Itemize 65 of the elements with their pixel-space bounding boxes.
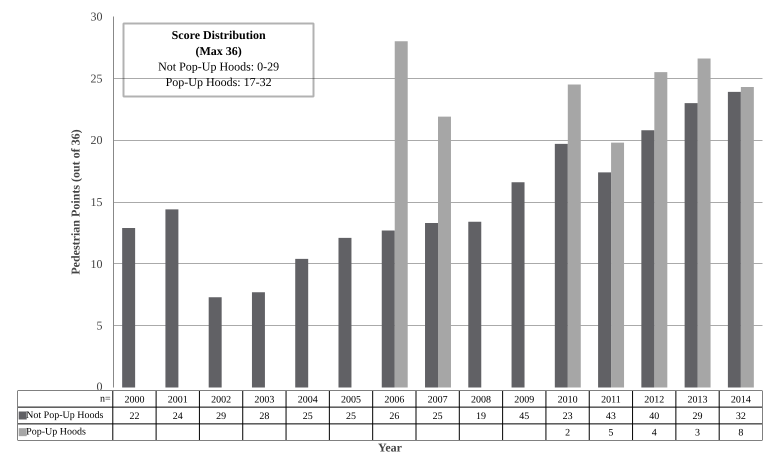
x-tick-label: 2002 xyxy=(211,394,232,406)
y-tick-label: 25 xyxy=(90,71,102,86)
text: 25 xyxy=(432,411,443,422)
annotation: Score Distribution xyxy=(172,28,266,42)
text: 40 xyxy=(649,411,660,422)
legend-label: Not Pop-Up Hoods xyxy=(26,410,104,421)
text: 29 xyxy=(692,411,703,422)
y-tick-label: 20 xyxy=(90,133,102,148)
x-tick-label: 2014 xyxy=(730,394,751,406)
text: 24 xyxy=(172,411,183,422)
x-tick-label: 2013 xyxy=(688,394,708,406)
x-tick-label: 2000 xyxy=(124,394,144,406)
text: 25 xyxy=(346,411,356,422)
x-tick-label: 2009 xyxy=(514,394,534,406)
text: 8 xyxy=(738,428,744,439)
bar xyxy=(554,144,568,388)
x-tick-label: 2005 xyxy=(341,394,362,406)
text: 32 xyxy=(736,411,746,422)
x-tick-label: 2006 xyxy=(384,394,404,406)
bar xyxy=(425,223,438,388)
text: 19 xyxy=(476,411,486,422)
annotation: (Max 36) xyxy=(195,44,242,58)
annotation: Pop-Up Hoods: 17-32 xyxy=(166,75,272,90)
bar xyxy=(122,228,136,388)
x-tick-label: 2007 xyxy=(428,394,448,406)
bar xyxy=(295,258,308,388)
x-tick-label: 2010 xyxy=(558,394,578,406)
text: 26 xyxy=(389,411,400,422)
bar xyxy=(208,297,222,388)
x-tick-label: 2012 xyxy=(644,394,664,406)
text: 23 xyxy=(562,411,573,422)
bar xyxy=(338,238,352,388)
text: 43 xyxy=(606,411,616,422)
x-tick-label: 2001 xyxy=(168,394,188,406)
x-tick-label: 2008 xyxy=(470,394,491,406)
x-axis-title: Year xyxy=(378,440,403,454)
y-tick-label: 5 xyxy=(96,318,102,333)
y-tick-label: 10 xyxy=(90,256,102,271)
bar xyxy=(165,209,178,388)
bar xyxy=(598,172,612,388)
bar xyxy=(684,103,698,388)
bar xyxy=(468,222,482,388)
x-tick-label: 2003 xyxy=(254,394,274,406)
legend-label: Pop-Up Hoods xyxy=(26,426,86,438)
bar xyxy=(252,292,265,388)
bar xyxy=(512,182,525,388)
y-tick-label: 30 xyxy=(90,10,102,24)
text: 3 xyxy=(695,428,700,439)
text: 45 xyxy=(519,411,530,422)
text: 28 xyxy=(259,411,270,422)
bar xyxy=(728,92,741,388)
text: 4 xyxy=(652,428,657,439)
text: n= xyxy=(100,393,111,404)
text: 2 xyxy=(565,428,570,439)
annotation: Not Pop-Up Hoods: 0-29 xyxy=(158,59,280,74)
text: 25 xyxy=(302,411,313,422)
x-tick-label: 2004 xyxy=(298,394,318,406)
y-tick-label: 15 xyxy=(90,195,102,209)
bar xyxy=(641,130,654,388)
text: 29 xyxy=(216,411,226,422)
text: 5 xyxy=(608,428,614,439)
y-axis-title: Pedestrian Points (out of 36) xyxy=(68,129,82,275)
bar xyxy=(382,230,395,388)
text: 22 xyxy=(129,411,140,422)
x-tick-label: 2011 xyxy=(601,394,621,406)
